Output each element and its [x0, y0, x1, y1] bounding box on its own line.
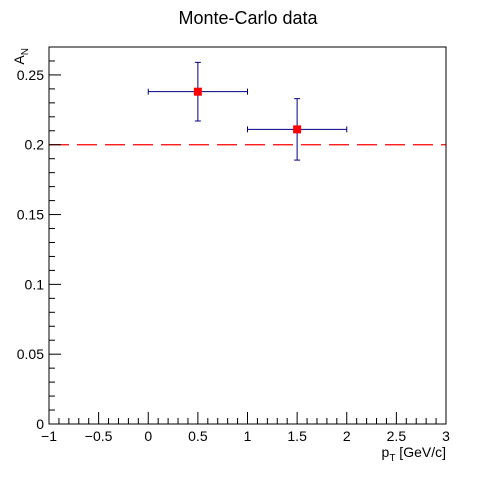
data-point-marker — [293, 125, 302, 134]
data-point-group — [147, 61, 248, 122]
x-tick-label: 1.5 — [287, 428, 307, 444]
y-axis-label-sub: N — [20, 48, 31, 55]
x-tick-label: −0.5 — [85, 428, 113, 444]
axes: −1 −0.5 0 0.5 1 1.5 2 2.5 3 0 0.05 0.1 0.15 0.2 0.25 — [17, 46, 450, 444]
x-tick-label: 2.5 — [387, 428, 407, 444]
y-axis-label-main: A — [11, 55, 27, 65]
x-axis-label-sub: T — [389, 453, 395, 464]
plot-area — [49, 61, 446, 161]
data-point-group — [247, 98, 348, 161]
x-tick-label: 2 — [343, 428, 351, 444]
x-axis-label: pT [GeV/c] — [382, 444, 446, 464]
y-tick-label: 0 — [36, 416, 44, 432]
x-tick-label: 3 — [442, 428, 450, 444]
chart-title: Monte-Carlo data — [178, 8, 318, 28]
plot-frame — [48, 46, 447, 425]
y-axis-label: AN — [11, 48, 31, 65]
y-tick-label: 0.25 — [17, 67, 44, 83]
y-tick-label: 0.15 — [17, 207, 44, 223]
x-axis-label-main: p — [382, 444, 390, 460]
y-tick-label: 0.2 — [25, 137, 45, 153]
y-tick-label: 0.1 — [25, 276, 45, 292]
data-point-marker — [193, 87, 202, 96]
x-tick-label: 0.5 — [188, 428, 208, 444]
x-tick-label: 0 — [144, 428, 152, 444]
x-tick-label: −1 — [41, 428, 57, 444]
x-tick-label: 1 — [244, 428, 252, 444]
y-tick-label: 0.05 — [17, 346, 44, 362]
x-axis-label-rest: [GeV/c] — [395, 444, 446, 460]
